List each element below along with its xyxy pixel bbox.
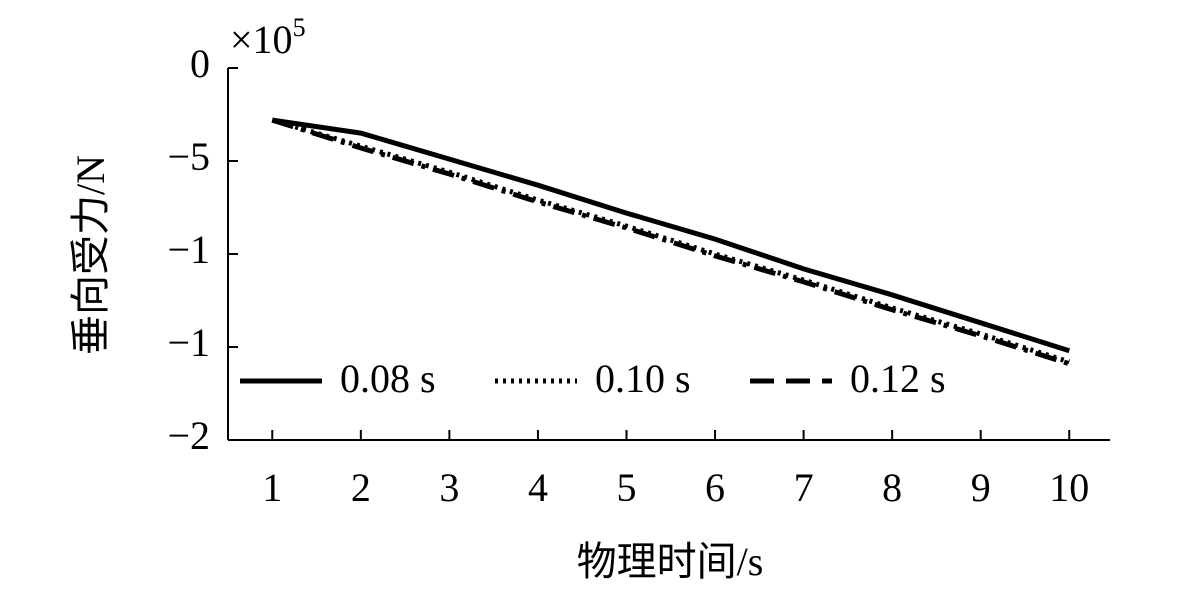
x-tick-label: 8 [882, 465, 902, 510]
legend-label: 0.08 s [340, 356, 436, 401]
x-tick-label: 9 [971, 465, 991, 510]
x-tick-label: 10 [1049, 465, 1089, 510]
legend-label: 0.10 s [595, 356, 691, 401]
x-tick-label: 3 [439, 465, 459, 510]
y-tick-label: −1 [167, 227, 210, 272]
x-tick-label: 7 [794, 465, 814, 510]
series-line [271, 117, 1071, 365]
x-tick-label: 4 [528, 465, 548, 510]
y-tick-label: −1 [167, 320, 210, 365]
x-tick-label: 1 [262, 465, 282, 510]
multiplier-exponent: 5 [293, 13, 306, 42]
x-tick-label: 5 [616, 465, 636, 510]
multiplier-base: ×10 [230, 17, 293, 62]
legend-label: 0.12 s [850, 356, 946, 401]
x-tick-label: 2 [351, 465, 371, 510]
x-axis-label: 物理时间/s [577, 539, 764, 584]
axis-multiplier: ×105 [230, 13, 306, 62]
y-tick-label: −5 [167, 134, 210, 179]
x-tick-label: 6 [705, 465, 725, 510]
series-line [271, 117, 1071, 354]
y-axis-label: 垂向受力/N [68, 155, 113, 355]
y-tick-label: −2 [167, 413, 210, 458]
y-tick-label: 0 [190, 41, 210, 86]
